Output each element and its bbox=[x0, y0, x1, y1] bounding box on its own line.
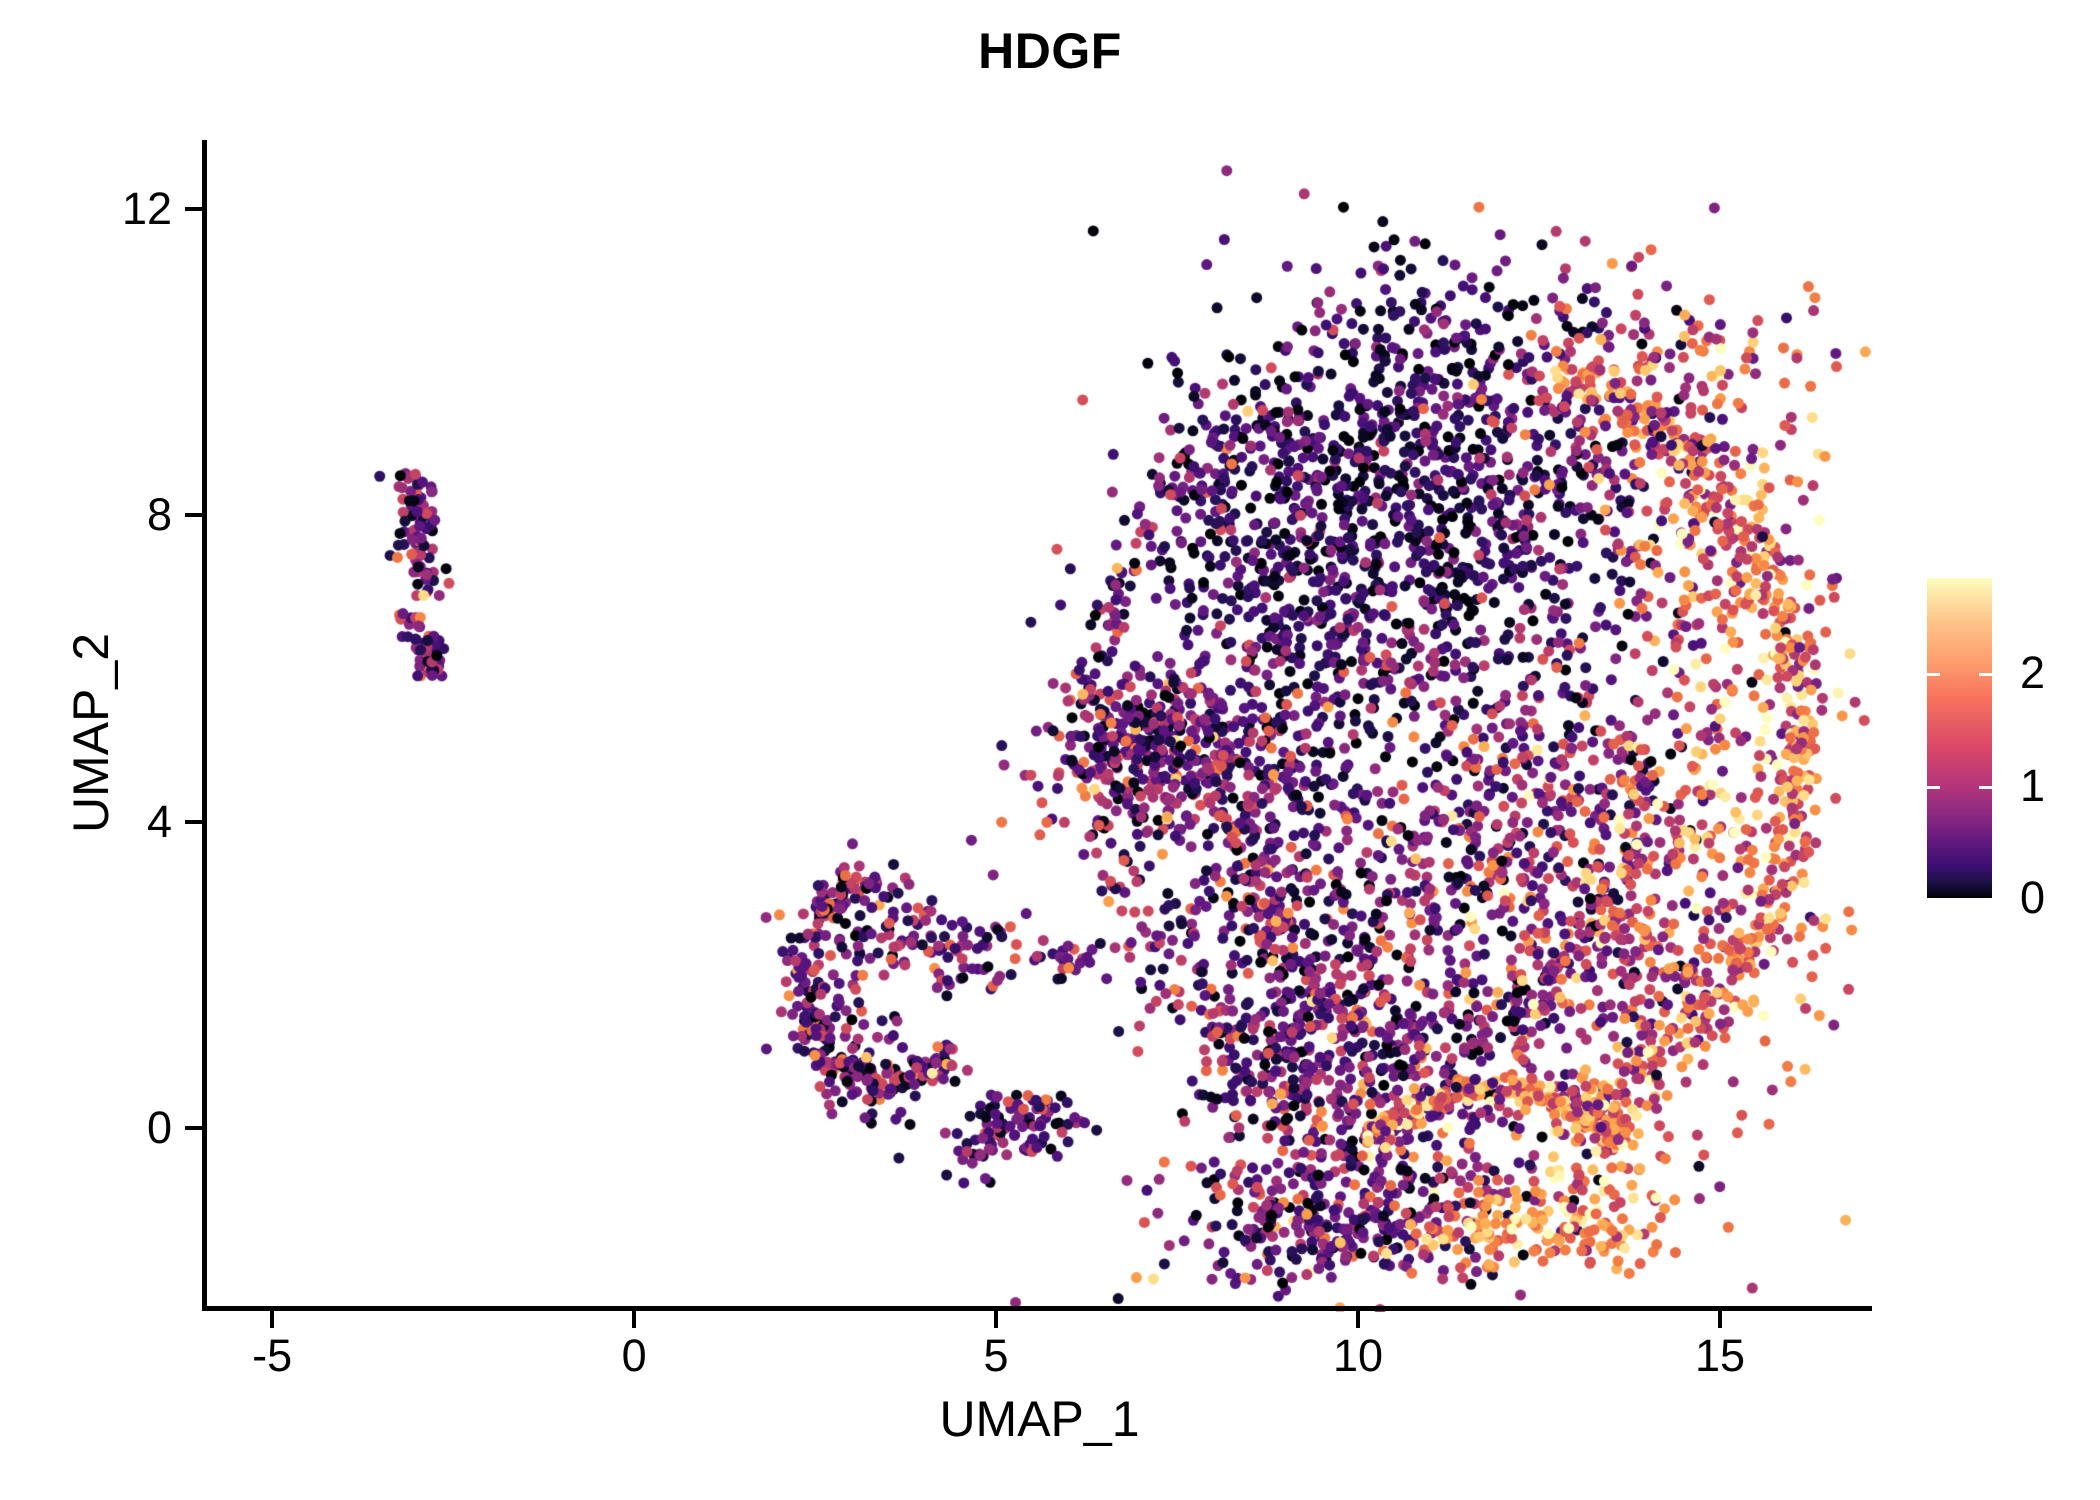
y-tick-label: 4 bbox=[146, 795, 172, 847]
colorbar-tick-mark bbox=[1927, 785, 1940, 789]
x-tick-label: -5 bbox=[252, 1330, 293, 1381]
x-tick-label: 0 bbox=[621, 1330, 647, 1381]
colorbar-tick-mark bbox=[1979, 785, 1992, 789]
y-tick-mark bbox=[185, 819, 202, 824]
x-tick-label: 10 bbox=[1332, 1330, 1384, 1381]
x-tick-label: 15 bbox=[1694, 1330, 1745, 1381]
page-title: HDGF bbox=[978, 23, 1122, 79]
x-tick-mark bbox=[1717, 1311, 1722, 1328]
x-tick-mark bbox=[994, 1311, 999, 1328]
x-axis-line bbox=[207, 1306, 1872, 1311]
y-tick-label: 8 bbox=[146, 489, 172, 541]
colorbar-tick-mark bbox=[1979, 673, 1992, 677]
plot-panel bbox=[207, 140, 1872, 1312]
x-tick-mark bbox=[632, 1311, 637, 1328]
colorbar-legend: 0 1 2 bbox=[1927, 578, 2077, 920]
y-tick-mark bbox=[185, 1126, 202, 1131]
colorbar-tick-label: 0 bbox=[2020, 872, 2046, 923]
colorbar-tick-label: 1 bbox=[2020, 759, 2046, 811]
y-tick-mark bbox=[185, 206, 202, 211]
y-axis-title: UMAP_2 bbox=[63, 632, 119, 834]
colorbar-tick-mark bbox=[1927, 898, 1940, 901]
colorbar-gradient bbox=[1927, 578, 1992, 898]
colorbar-tick-mark bbox=[1979, 898, 1992, 901]
colorbar-tick-mark bbox=[1927, 673, 1940, 677]
colorbar-tick-label: 2 bbox=[2020, 647, 2046, 699]
scatter-plot-canvas bbox=[207, 140, 1872, 1312]
x-axis-title: UMAP_1 bbox=[939, 1391, 1140, 1447]
y-tick-label: 0 bbox=[146, 1102, 172, 1154]
x-tick-mark bbox=[270, 1311, 275, 1328]
y-tick-mark bbox=[185, 513, 202, 518]
y-axis-line bbox=[202, 140, 207, 1311]
y-tick-label: 12 bbox=[121, 182, 172, 234]
x-tick-mark bbox=[1356, 1311, 1361, 1328]
x-tick-label: 5 bbox=[983, 1330, 1009, 1381]
